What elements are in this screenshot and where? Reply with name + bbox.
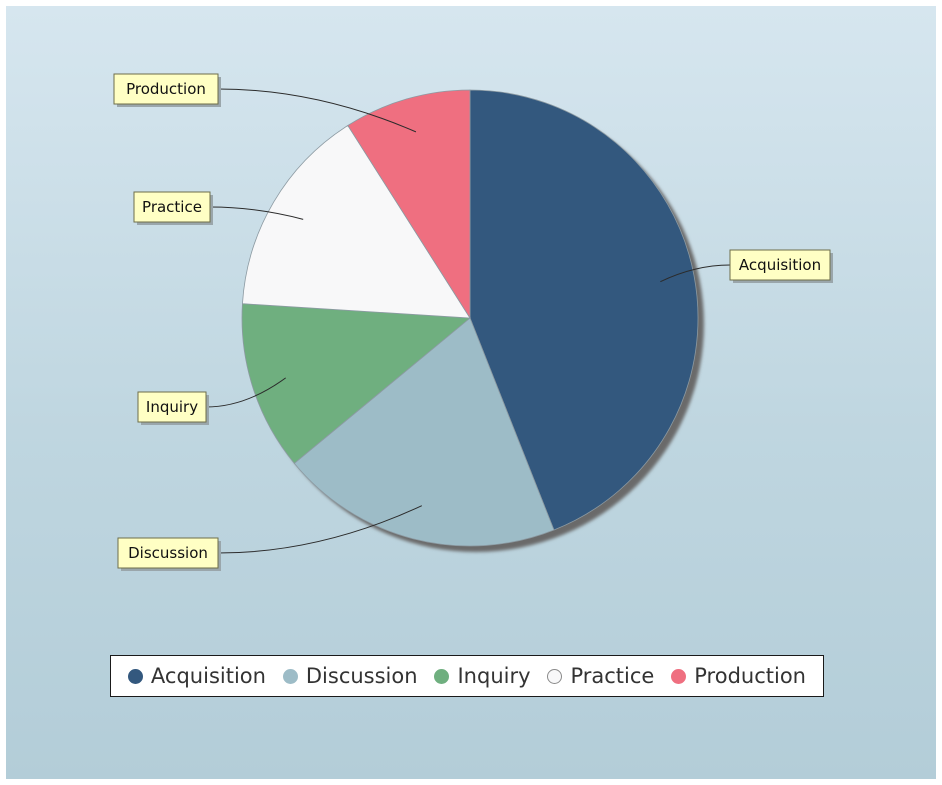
callout-box-practice — [133, 191, 211, 223]
callout-label-inquiry: Inquiry — [146, 398, 198, 416]
legend-label-production: Production — [694, 664, 806, 688]
pie-slice-acquisition — [469, 89, 699, 531]
legend-label-discussion: Discussion — [305, 664, 418, 688]
callout-label-discussion: Discussion — [128, 544, 208, 562]
chart-panel: Acquisition Discussion Inquiry Practice Prod… — [6, 6, 936, 779]
callout-label-production: Production — [126, 80, 206, 98]
legend-item-inquiry: Inquiry — [434, 664, 531, 688]
legend-label-practice: Practice — [570, 664, 655, 688]
legend-label-inquiry: Inquiry — [457, 664, 531, 688]
pie-slice-production — [347, 89, 471, 320]
legend-item-discussion: Discussion — [282, 664, 418, 688]
callout-box-inquiry — [137, 391, 207, 423]
callout-label-practice: Practice — [142, 198, 202, 216]
callout-box-acquisition — [729, 249, 831, 281]
pie-slice-practice — [242, 124, 471, 319]
callout-box-discussion — [117, 537, 219, 569]
legend-item-acquisition: Acquisition — [127, 664, 266, 688]
legend-swatch-discussion — [282, 668, 298, 684]
pie-chart: Acquisition Discussion Inquiry Practice Prod… — [113, 73, 833, 571]
pie-slice-discussion — [293, 317, 555, 547]
slices-layer — [241, 89, 699, 547]
callout-line-practice — [209, 206, 304, 220]
callout-line-acquisition — [660, 264, 731, 283]
callout-label-acquisition: Acquisition — [739, 256, 821, 274]
legend-swatch-inquiry — [434, 668, 450, 684]
callout-box-production — [113, 73, 219, 105]
legend-item-production: Production — [671, 664, 806, 688]
legend-swatch-practice — [547, 668, 563, 684]
legend-swatch-acquisition — [127, 668, 143, 684]
callout-line-inquiry — [205, 377, 286, 408]
pie-slice-inquiry — [241, 303, 472, 464]
legend-swatch-production — [671, 668, 687, 684]
legend: Acquisition Discussion Inquiry Practice Prod… — [110, 655, 824, 697]
callouts-layer: Acquisition Discussion Inquiry Practice Prod… — [113, 73, 833, 571]
legend-item-practice: Practice — [547, 664, 654, 688]
callout-line-discussion — [217, 505, 423, 554]
callout-line-production — [217, 88, 417, 133]
legend-label-acquisition: Acquisition — [150, 664, 266, 688]
